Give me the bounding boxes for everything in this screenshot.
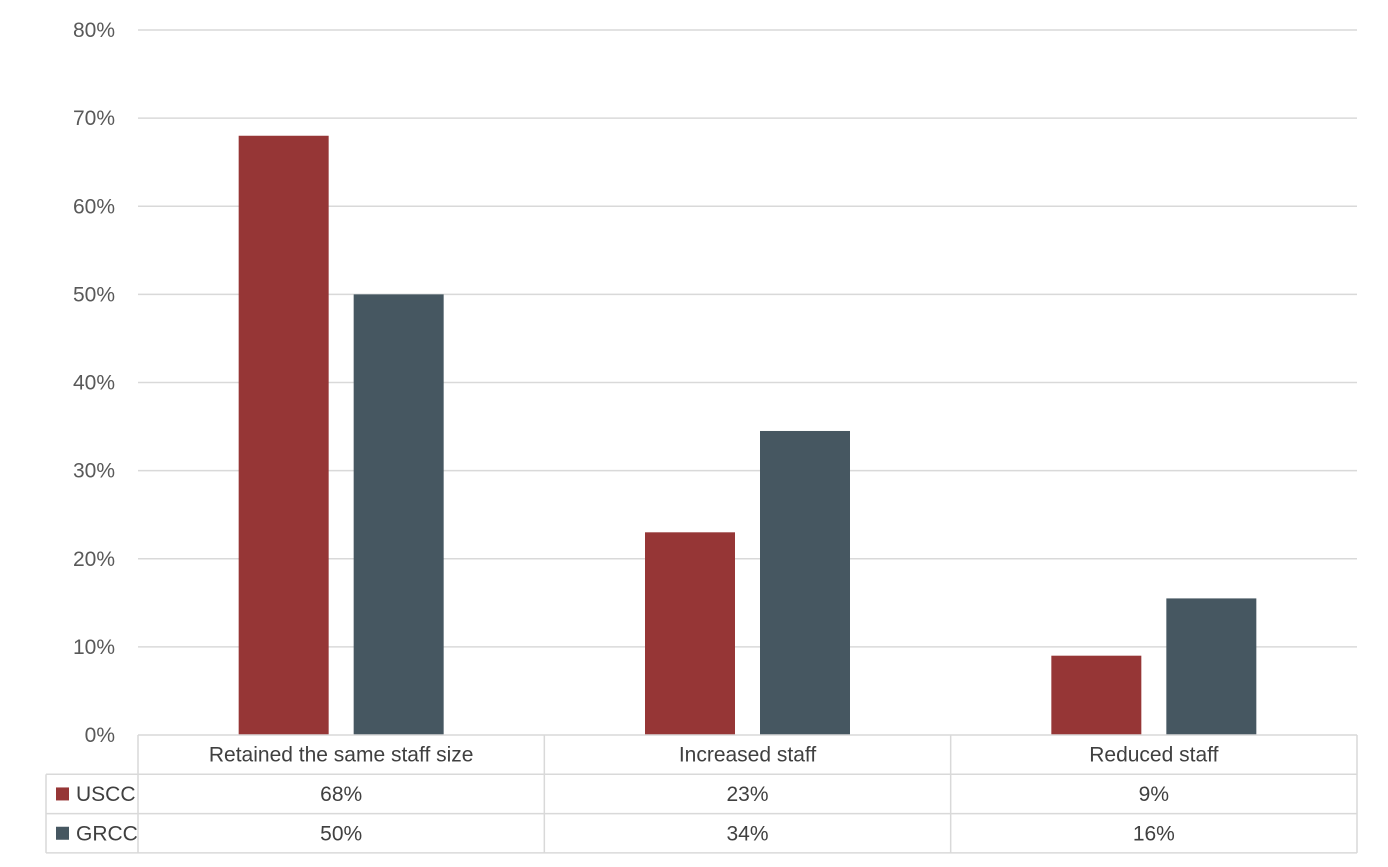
legend-label-grcc: GRCC (76, 822, 138, 845)
y-tick-label: 50% (73, 283, 115, 306)
category-label: Reduced staff (1089, 744, 1218, 767)
y-tick-label: 80% (73, 19, 115, 42)
gridlines (138, 29, 1357, 648)
category-label: Increased staff (679, 744, 817, 767)
legend-label-uscc: USCC (76, 783, 136, 806)
data-label: 23% (726, 783, 768, 806)
bar-grcc (353, 294, 444, 735)
data-label: 16% (1133, 822, 1175, 845)
bar-grcc (1166, 598, 1257, 735)
bar-grcc (760, 430, 850, 735)
y-tick-label: 20% (73, 548, 115, 571)
bars (238, 135, 1257, 735)
y-tick-label: 30% (73, 460, 115, 483)
y-tick-label: 60% (73, 195, 115, 218)
data-label: 68% (320, 783, 362, 806)
data-label: 34% (726, 822, 768, 845)
data-table: Retained the same staff size Increased st… (45, 734, 1358, 854)
y-tick-label: 40% (73, 372, 115, 395)
data-label: 50% (320, 822, 362, 845)
bar-uscc (1051, 655, 1142, 735)
y-tick-label: 10% (73, 636, 115, 659)
category-label: Retained the same staff size (209, 744, 474, 767)
data-label: 9% (1139, 783, 1169, 806)
legend-key-grcc (56, 826, 69, 840)
bar-uscc (645, 532, 735, 735)
y-tick-label: 70% (73, 107, 115, 130)
bar-uscc (238, 135, 329, 735)
legend-key-uscc (56, 787, 69, 801)
y-axis: 0% 10% 20% 30% 40% 50% 60% 70% 80% (73, 19, 115, 747)
y-tick-label: 0% (85, 724, 115, 747)
